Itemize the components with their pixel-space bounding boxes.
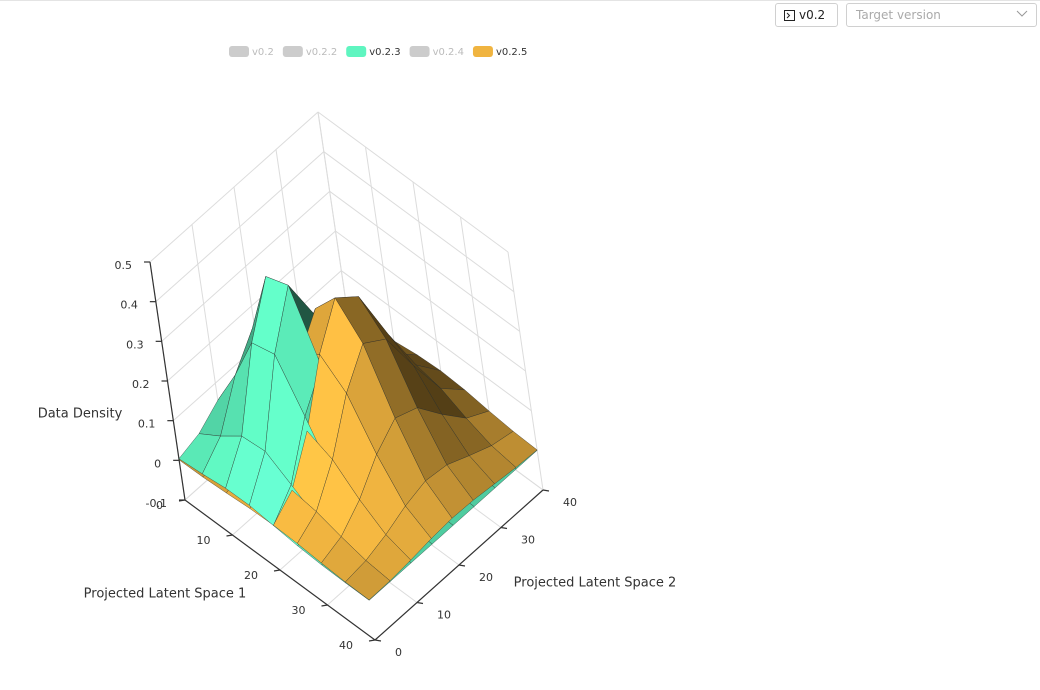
top-border xyxy=(0,0,1040,1)
x-tick xyxy=(321,604,328,607)
y-tick-label: 0 xyxy=(395,646,402,659)
x-tick xyxy=(226,534,233,537)
y-tick xyxy=(374,639,382,642)
surface-cell xyxy=(344,560,391,601)
legend-swatch[interactable] xyxy=(409,46,430,57)
legend-label[interactable]: v0.2 xyxy=(252,47,274,58)
z-tick-label: 0.4 xyxy=(120,299,138,312)
legend-swatch[interactable] xyxy=(229,46,249,57)
y-tick-label: 30 xyxy=(521,534,535,547)
x-tick-label: 20 xyxy=(244,569,258,582)
z-tick-label: 0.1 xyxy=(138,418,156,431)
legend-label[interactable]: v0.2.3 xyxy=(369,47,400,58)
z-tick-label: 0.3 xyxy=(126,338,144,351)
z-tick-label: 0 xyxy=(154,457,161,470)
x-axis-title: Projected Latent Space 1 xyxy=(84,587,247,602)
y-tick xyxy=(458,564,466,567)
y-tick-label: 10 xyxy=(437,609,451,622)
legend-label[interactable]: v0.2.2 xyxy=(306,47,337,58)
x-tick xyxy=(273,569,281,572)
legend-label[interactable]: v0.2.5 xyxy=(496,47,527,58)
version-button[interactable]: v0.2 xyxy=(775,3,838,27)
y-tick xyxy=(416,601,424,605)
x-tick-label: 10 xyxy=(197,534,211,547)
version-button-text: v0.2 xyxy=(799,8,826,22)
x-tick-label: 0 xyxy=(156,499,163,512)
legend-swatch[interactable] xyxy=(472,46,493,57)
legend-swatch[interactable] xyxy=(346,46,367,57)
y-tick xyxy=(542,489,550,492)
z-tick-label: -0.1 xyxy=(146,497,167,510)
x-tick-label: 30 xyxy=(292,604,306,617)
x-tick-label: 40 xyxy=(339,639,353,652)
chevron xyxy=(1016,10,1028,17)
y-tick-label: 20 xyxy=(479,571,493,584)
terminal-icon xyxy=(784,9,795,21)
legend-swatch[interactable] xyxy=(282,46,303,57)
z-tick-label: 0.2 xyxy=(132,378,150,391)
target-version-select[interactable]: Target version xyxy=(846,3,1037,27)
y-tick-label: 40 xyxy=(563,496,577,509)
legend-label[interactable]: v0.2.4 xyxy=(433,47,464,58)
y-tick xyxy=(500,526,508,530)
x-tick xyxy=(368,639,376,642)
y-axis-title: Projected Latent Space 2 xyxy=(514,576,677,591)
z-tick-label: 0.5 xyxy=(115,259,133,272)
z-axis-title: Data Density xyxy=(38,407,123,422)
target-version-placeholder: Target version xyxy=(856,8,941,22)
